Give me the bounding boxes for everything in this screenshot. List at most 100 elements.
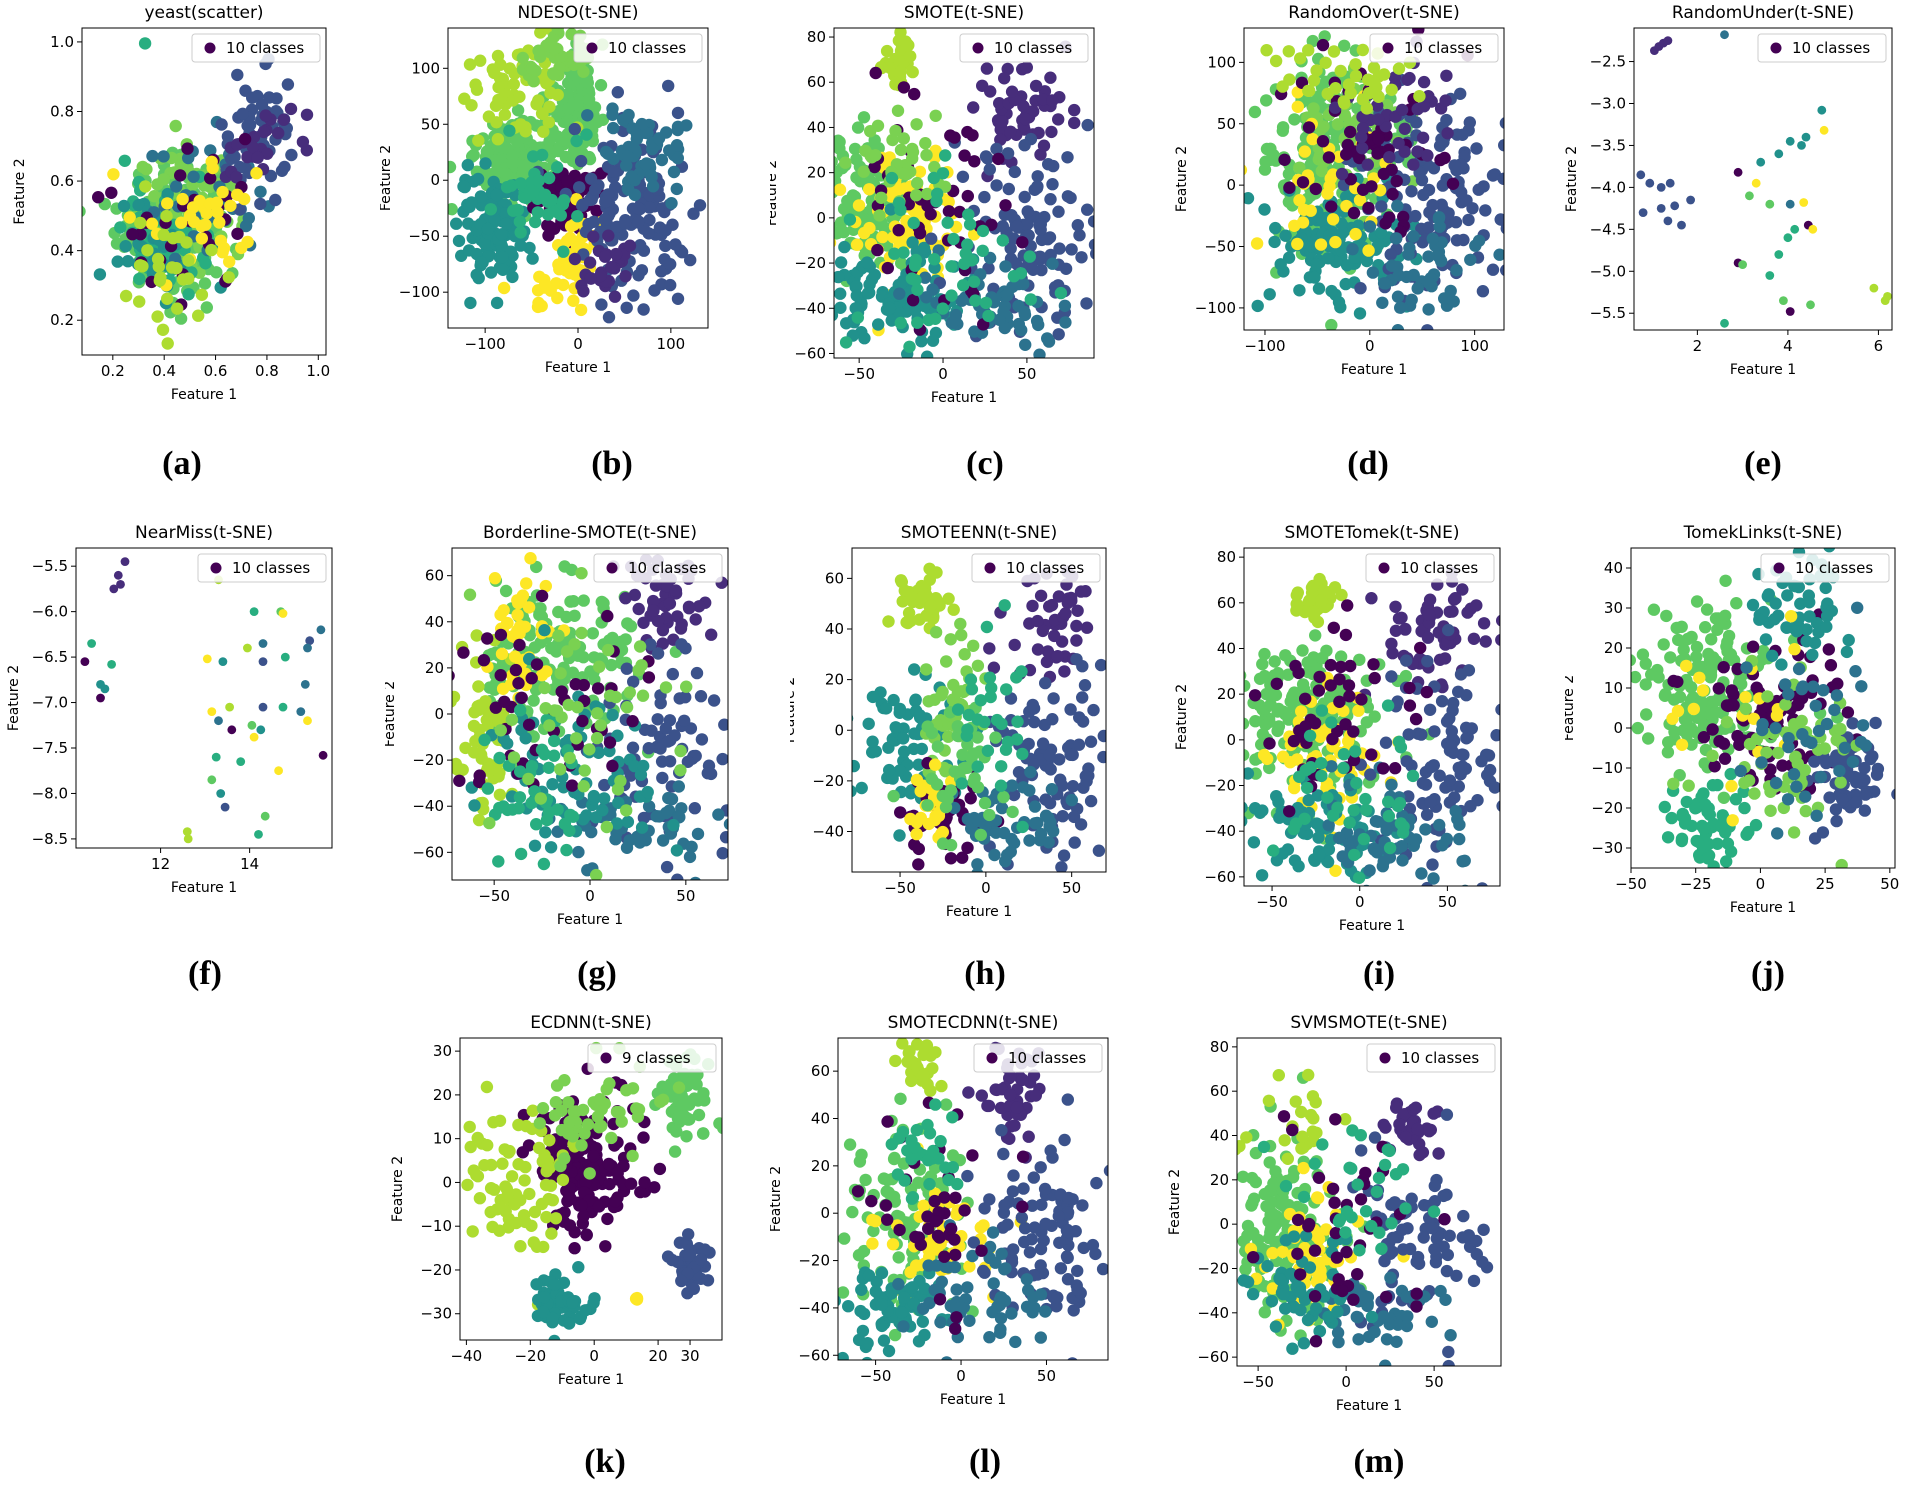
- scatter-point: [241, 235, 254, 249]
- scatter-point: [1457, 748, 1470, 762]
- x-tick-label: 0.8: [255, 362, 279, 380]
- scatter-point: [690, 666, 704, 680]
- scatter-point: [109, 584, 119, 594]
- scatter-point: [505, 713, 519, 726]
- scatter-point: [146, 149, 159, 163]
- y-tick-label: −4.5: [1590, 220, 1626, 238]
- scatter-point: [1819, 125, 1829, 135]
- scatter-point: [1044, 71, 1057, 84]
- scatter-point: [910, 827, 923, 841]
- scatter-point: [1511, 659, 1522, 671]
- scatter-point: [200, 207, 213, 220]
- scatter-point: [1656, 183, 1666, 192]
- scatter-point: [1261, 752, 1274, 766]
- legend: 10 classes: [197, 553, 327, 583]
- scatter-point: [1199, 77, 1211, 89]
- chart-i: SMOTETomek(t-SNE)−50 0 50−60−40−2002040608…: [1174, 523, 1522, 934]
- scatter-point: [1068, 103, 1081, 117]
- scatter-point: [1505, 615, 1517, 627]
- scatter-point: [1303, 594, 1316, 607]
- scatter-point: [603, 736, 617, 749]
- x-axis-label: Feature 1: [946, 904, 1012, 920]
- scatter-point: [495, 228, 508, 241]
- scatter-point: [511, 608, 524, 622]
- scatter-point: [1244, 717, 1250, 730]
- scatter-point: [947, 359, 959, 371]
- scatter-point: [834, 256, 848, 269]
- scatter-point: [1391, 695, 1404, 708]
- scatter-point: [195, 232, 208, 245]
- scatter-point: [958, 257, 971, 270]
- scatter-point: [627, 675, 640, 688]
- y-tick-label: 20: [807, 164, 826, 182]
- scatter-point: [216, 246, 229, 259]
- scatter-point: [481, 782, 495, 795]
- scatter-point: [642, 800, 656, 813]
- scatter-point: [1263, 288, 1276, 301]
- scatter-point: [858, 332, 871, 345]
- scatter-point: [851, 121, 865, 134]
- scatter-point: [535, 669, 549, 682]
- scatter-point: [532, 44, 545, 57]
- scatter-point: [214, 234, 227, 247]
- scatter-point: [1801, 132, 1811, 142]
- scatter-point: [994, 779, 1008, 792]
- scatter-point: [929, 626, 943, 639]
- scatter-point: [567, 294, 580, 307]
- scatter-point: [1255, 869, 1269, 882]
- scatter-point: [635, 821, 649, 834]
- plot-frame: [833, 27, 1095, 359]
- scatter-point: [534, 792, 547, 805]
- scatter-point: [659, 722, 672, 735]
- x-tick-label: 50: [1017, 365, 1036, 383]
- scatter-point: [606, 108, 619, 122]
- scatter-point: [1023, 250, 1036, 263]
- scatter-point: [1483, 763, 1497, 777]
- scatter-point: [1282, 251, 1296, 264]
- scatter-point: [922, 817, 936, 831]
- y-tick-label: 0: [816, 209, 826, 227]
- scatter-point: [254, 197, 267, 211]
- scatter-point: [236, 107, 249, 121]
- scatter-point: [869, 745, 882, 758]
- scatter-point: [606, 708, 619, 722]
- scatter-point: [151, 178, 164, 191]
- scatter-point: [464, 296, 477, 310]
- y-tick-label: 40: [425, 613, 444, 631]
- scatter-point: [1066, 748, 1079, 762]
- scatter-point: [509, 663, 523, 677]
- scatter-point: [1400, 755, 1413, 768]
- scatter-point: [571, 701, 584, 714]
- scatter-point: [300, 108, 314, 122]
- scatter-point: [1364, 768, 1377, 781]
- scatter-point: [1007, 788, 1021, 802]
- scatter-point: [1389, 624, 1403, 637]
- scatter-point: [474, 256, 488, 269]
- scatter-point: [1354, 282, 1367, 295]
- scatter-point: [921, 799, 934, 812]
- scatter-point: [1021, 205, 1034, 218]
- scatter-point: [1479, 204, 1492, 217]
- scatter-point: [1024, 765, 1037, 779]
- legend-box: [593, 553, 723, 583]
- scatter-point: [1421, 324, 1434, 330]
- scatter-point: [609, 247, 623, 261]
- scatter-point: [452, 670, 455, 681]
- scatter-point: [1374, 226, 1388, 239]
- scatter-point: [251, 151, 264, 164]
- scatter-point: [496, 250, 509, 264]
- scatter-point: [258, 657, 268, 666]
- scatter-point: [957, 279, 970, 292]
- scatter-point: [572, 845, 585, 859]
- scatter-point: [105, 186, 118, 199]
- scatter-point: [1486, 169, 1500, 182]
- scatter-point: [893, 706, 906, 719]
- scatter-point: [1720, 30, 1729, 40]
- scatter-point: [1052, 205, 1065, 218]
- scatter-point: [231, 68, 244, 82]
- scatter-point: [503, 124, 516, 137]
- scatter-point: [1365, 592, 1378, 605]
- scatter-point: [580, 128, 593, 141]
- scatter-point: [1291, 100, 1304, 114]
- scatter-points: [1244, 566, 1522, 886]
